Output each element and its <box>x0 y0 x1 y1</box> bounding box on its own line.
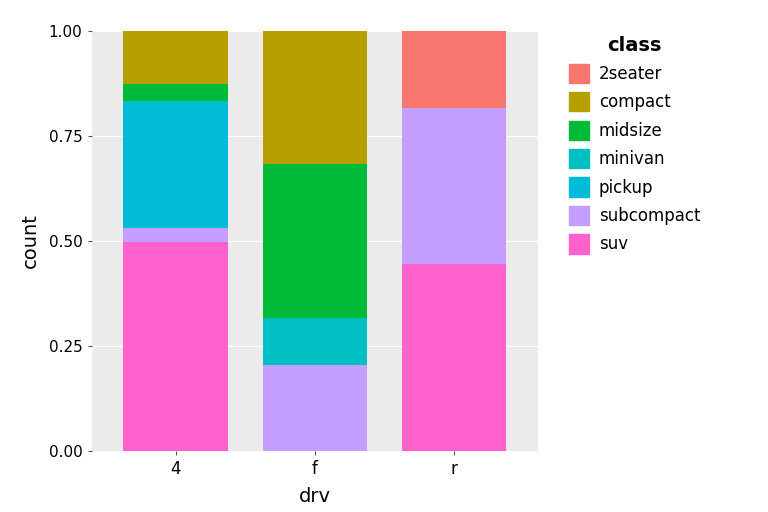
Bar <box>402 31 506 109</box>
Bar <box>263 163 367 318</box>
Bar <box>124 101 228 228</box>
Bar <box>124 84 228 101</box>
Bar <box>124 31 228 84</box>
Bar <box>263 318 367 365</box>
Bar <box>263 31 367 163</box>
Legend: 2seater, compact, midsize, minivan, pickup, subcompact, suv: 2seater, compact, midsize, minivan, pick… <box>564 31 705 259</box>
X-axis label: drv: drv <box>299 486 331 506</box>
Y-axis label: count: count <box>22 213 41 268</box>
Bar <box>124 228 228 242</box>
Bar <box>402 109 506 264</box>
Bar <box>402 264 506 451</box>
Bar <box>124 242 228 451</box>
Bar <box>263 365 367 451</box>
